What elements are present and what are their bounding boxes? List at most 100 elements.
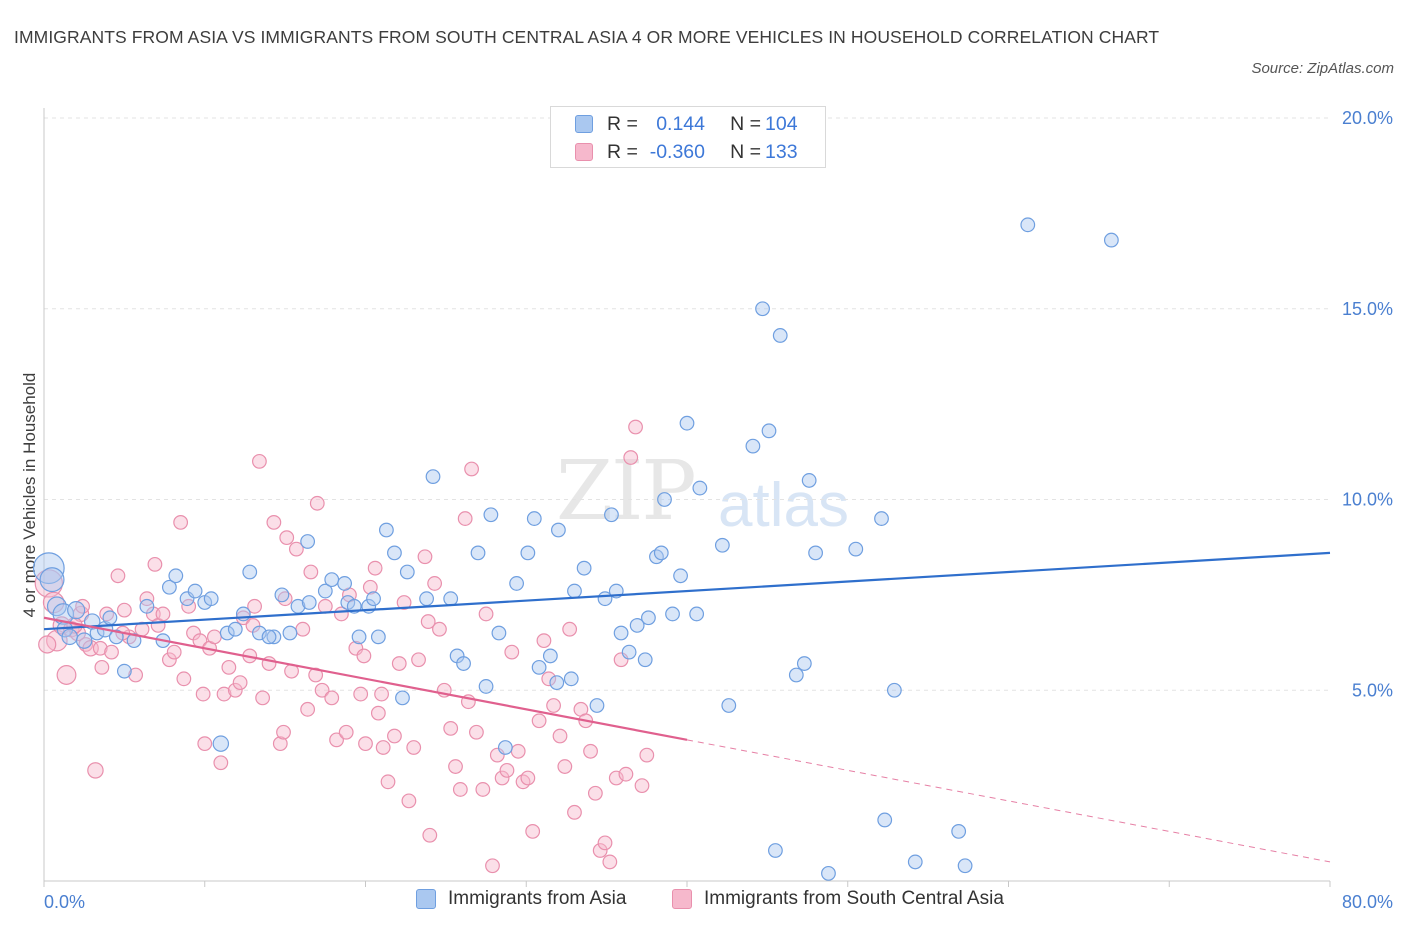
point-asia [551, 522, 566, 538]
point-asia [317, 583, 333, 599]
point-asia [665, 606, 680, 622]
point-asia [300, 534, 316, 549]
x-tick-label: 80.0% [1342, 892, 1393, 912]
point-south-central-asia [252, 453, 267, 469]
point-asia [796, 656, 812, 671]
point-south-central-asia [308, 667, 324, 683]
point-south-central-asia [303, 564, 319, 580]
point-asia [679, 415, 695, 431]
point-south-central-asia [478, 606, 494, 622]
legend-item-asia[interactable]: Immigrants from Asia [416, 888, 626, 910]
point-asia [242, 564, 258, 580]
point-asia [951, 824, 967, 839]
point-asia [227, 621, 243, 637]
point-asia [116, 663, 132, 679]
y-tick-label: 20.0% [1342, 108, 1393, 128]
legend-label-south-central-asia: Immigrants from South Central Asia [704, 888, 1004, 909]
point-south-central-asia [634, 778, 650, 794]
point-south-central-asia [510, 743, 526, 759]
y-tick-label: 15.0% [1342, 299, 1393, 319]
point-south-central-asia [427, 576, 443, 591]
point-asia [808, 545, 823, 561]
r-value: -0.360 [649, 140, 705, 163]
point-asia [673, 568, 688, 584]
point-asia [203, 591, 219, 607]
point-asia [443, 591, 459, 607]
point-south-central-asia [520, 770, 536, 786]
point-south-central-asia [552, 728, 568, 744]
point-south-central-asia [494, 770, 510, 786]
point-asia [761, 423, 777, 439]
r-label: R = [607, 140, 638, 163]
point-asia [261, 629, 277, 645]
point-asia [266, 629, 282, 645]
axes [43, 108, 1331, 887]
point-asia [419, 591, 434, 607]
point-asia [219, 625, 235, 641]
point-asia [637, 652, 653, 668]
legend-item-south-central-asia[interactable]: Immigrants from South Central Asia [672, 888, 1004, 910]
legend-swatch-south-central-asia [575, 143, 593, 161]
point-south-central-asia [288, 541, 304, 557]
point-south-central-asia [221, 659, 237, 675]
point-south-central-asia [276, 724, 291, 740]
point-south-central-asia [541, 671, 557, 687]
point-south-central-asia [401, 793, 417, 809]
point-south-central-asia [396, 595, 412, 610]
r-label: R = [607, 112, 638, 135]
point-asia [282, 625, 298, 641]
point-asia [520, 545, 536, 561]
point-asia [161, 579, 177, 595]
point-asia [821, 865, 836, 881]
point-asia [370, 629, 386, 645]
point-asia [301, 595, 317, 610]
point-asia [621, 644, 637, 660]
point-south-central-asia [272, 736, 288, 752]
point-south-central-asia [227, 682, 243, 698]
x-tick-label: 0.0% [44, 892, 85, 912]
point-south-central-asia [173, 514, 189, 530]
point-south-central-asia [155, 606, 171, 622]
point-south-central-asia [166, 644, 182, 660]
watermark-zip: ZIP [556, 444, 697, 539]
point-asia [848, 541, 864, 557]
point-asia [657, 492, 672, 507]
legend-swatch-asia [575, 115, 593, 133]
point-asia [604, 507, 619, 523]
point-south-central-asia [536, 633, 552, 649]
point-south-central-asia [56, 665, 77, 685]
point-south-central-asia [300, 701, 316, 717]
point-south-central-asia [464, 461, 479, 477]
point-asia [399, 564, 415, 580]
point-asia [39, 567, 65, 593]
point-asia [324, 572, 340, 588]
point-asia [67, 601, 86, 620]
point-south-central-asia [567, 804, 582, 820]
point-south-central-asia [116, 602, 132, 618]
point-asia [957, 858, 973, 874]
point-south-central-asia [295, 621, 311, 637]
point-asia [483, 507, 499, 523]
point-asia [526, 511, 542, 526]
point-south-central-asia [92, 640, 108, 656]
point-asia [425, 469, 441, 485]
point-south-central-asia [206, 629, 222, 645]
point-south-central-asia [639, 747, 655, 763]
point-south-central-asia [387, 728, 402, 744]
y-tick-label: 5.0% [1352, 680, 1393, 700]
n-value: 133 [765, 140, 798, 163]
point-south-central-asia [279, 530, 295, 546]
point-asia [567, 583, 582, 599]
point-south-central-asia [232, 675, 248, 691]
point-asia [139, 598, 155, 614]
point-asia [61, 628, 78, 646]
point-asia [886, 682, 902, 698]
point-south-central-asia [432, 621, 447, 637]
point-south-central-asia [94, 659, 110, 675]
point-asia [653, 545, 669, 561]
series-south-central-asia-points [34, 419, 655, 874]
point-south-central-asia [356, 648, 372, 664]
point-south-central-asia [411, 652, 426, 668]
point-south-central-asia [375, 740, 391, 755]
point-south-central-asia [367, 560, 383, 576]
